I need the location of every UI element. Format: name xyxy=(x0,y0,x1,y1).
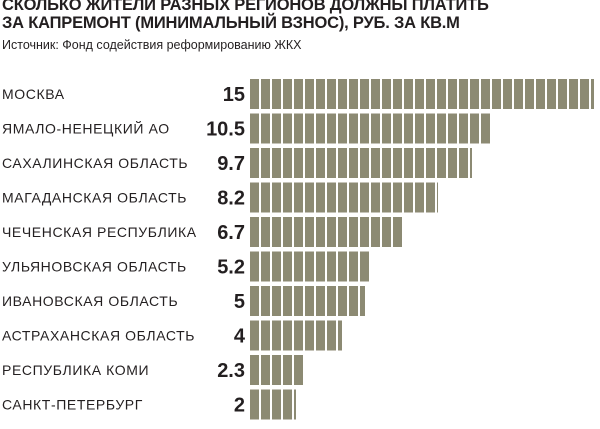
category-label: САНКТ-ПЕТЕРБУРГ xyxy=(2,397,143,413)
bar-row: ИВАНОВСКАЯ ОБЛАСТЬ 5 xyxy=(2,286,365,316)
category-label: САХАЛИНСКАЯ ОБЛАСТЬ xyxy=(2,155,188,171)
category-label: ЧЕЧЕНСКАЯ РЕСПУБЛИКА xyxy=(2,224,197,240)
value-label: 5 xyxy=(234,291,245,313)
value-label: 2.3 xyxy=(217,360,245,382)
bar-row: АСТРАХАНСКАЯ ОБЛАСТЬ 4 xyxy=(2,320,342,351)
bar-row: ЧЕЧЕНСКАЯ РЕСПУБЛИКА 6.7 xyxy=(2,217,404,247)
chart-title-line-2: ЗА КАПРЕМОНТ (МИНИМАЛЬНЫЙ ВЗНОС), РУБ. З… xyxy=(2,14,460,32)
category-label: ИВАНОВСКАЯ ОБЛАСТЬ xyxy=(2,293,178,309)
bar xyxy=(250,148,472,178)
value-label: 9.7 xyxy=(217,153,245,175)
bar xyxy=(250,182,438,213)
value-label: 4 xyxy=(234,326,246,348)
bar-row: САХАЛИНСКАЯ ОБЛАСТЬ 9.7 xyxy=(2,148,472,178)
bar xyxy=(250,251,369,282)
category-label: АСТРАХАНСКАЯ ОБЛАСТЬ xyxy=(2,328,195,344)
bar-row: ЯМАЛО-НЕНЕЦКИЙ АО 10.5 xyxy=(2,113,491,144)
value-label: 5.2 xyxy=(217,257,245,279)
chart-title-line-1: СКОЛЬКО ЖИТЕЛИ РАЗНЫХ РЕГИОНОВ ДОЛЖНЫ ПЛ… xyxy=(2,0,489,14)
bar-row: МОСКВА 15 xyxy=(2,79,594,109)
category-label: ЯМАЛО-НЕНЕЦКИЙ АО xyxy=(2,120,170,137)
value-label: 15 xyxy=(223,84,245,106)
bar xyxy=(250,355,303,385)
bar xyxy=(250,217,404,247)
bar xyxy=(250,320,342,351)
category-label: РЕСПУБЛИКА КОМИ xyxy=(2,362,149,378)
category-label: УЛЬЯНОВСКАЯ ОБЛАСТЬ xyxy=(2,259,187,275)
bar xyxy=(250,113,491,144)
bar-row: МАГАДАНСКАЯ ОБЛАСТЬ 8.2 xyxy=(2,182,438,213)
value-label: 8.2 xyxy=(217,188,245,210)
bar xyxy=(250,389,296,420)
value-label: 2 xyxy=(234,395,245,417)
chart-source: Источник: Фонд содействия реформированию… xyxy=(2,38,302,52)
bar xyxy=(250,79,594,109)
bar-row: РЕСПУБЛИКА КОМИ 2.3 xyxy=(2,355,303,385)
bar-row: УЛЬЯНОВСКАЯ ОБЛАСТЬ 5.2 xyxy=(2,251,369,282)
value-label: 10.5 xyxy=(206,119,245,141)
bar xyxy=(250,286,365,316)
chart-title: СКОЛЬКО ЖИТЕЛИ РАЗНЫХ РЕГИОНОВ ДОЛЖНЫ ПЛ… xyxy=(2,0,592,32)
value-label: 6.7 xyxy=(217,222,245,244)
bar-row: САНКТ-ПЕТЕРБУРГ 2 xyxy=(2,389,296,420)
category-label: МОСКВА xyxy=(2,86,65,102)
category-label: МАГАДАНСКАЯ ОБЛАСТЬ xyxy=(2,190,187,206)
